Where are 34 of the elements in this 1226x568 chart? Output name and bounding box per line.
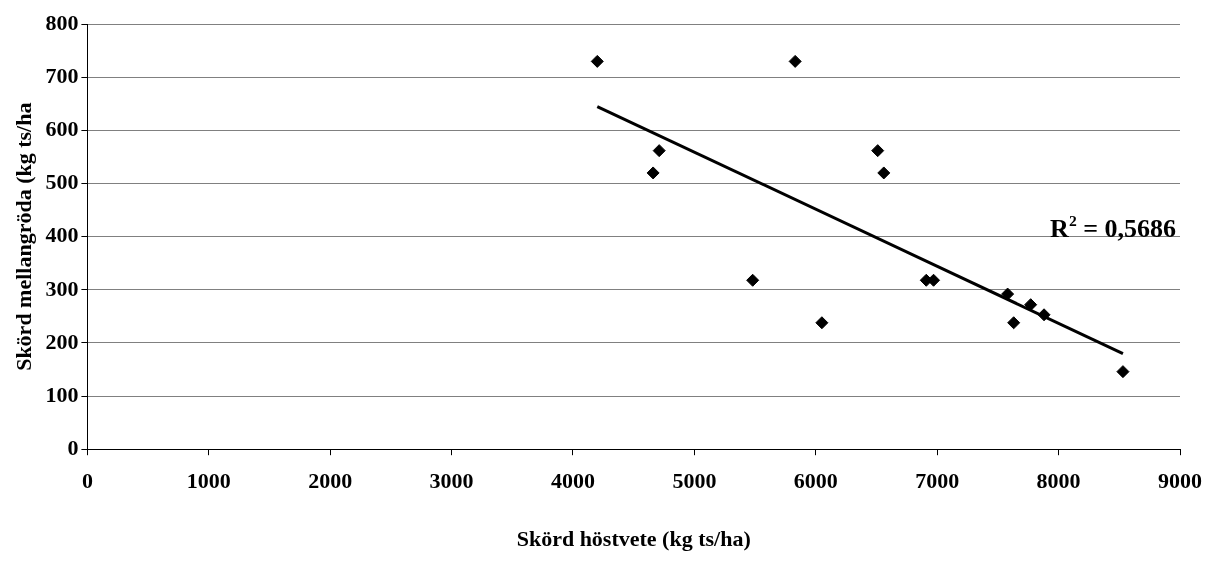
x-tick-label: 1000 — [186, 468, 231, 494]
y-tick-label: 800 — [45, 9, 79, 35]
point — [927, 273, 941, 287]
y-tick-label: 100 — [45, 381, 79, 407]
y-tick-label: 400 — [45, 222, 79, 248]
point — [1024, 298, 1038, 312]
point — [788, 54, 802, 68]
point — [815, 316, 829, 330]
x-tick-label: 8000 — [1036, 468, 1081, 494]
y-tick-label: 300 — [45, 275, 79, 301]
point — [652, 144, 666, 158]
x-tick-label: 7000 — [915, 468, 960, 494]
point — [871, 144, 885, 158]
x-tick-label: 2000 — [308, 468, 353, 494]
point — [1001, 287, 1015, 301]
y-axis-title: Skörd mellangröda (kg ts/ha — [10, 102, 36, 371]
x-axis-title: Skörd höstvete (kg ts/ha) — [516, 526, 751, 552]
y-tick-label: 500 — [45, 169, 79, 195]
x-tick-label: 5000 — [672, 468, 717, 494]
x-tick-label: 6000 — [793, 468, 838, 494]
y-tick-label: 600 — [45, 116, 79, 142]
point — [1116, 365, 1130, 379]
x-tick-label: 3000 — [429, 468, 474, 494]
point — [1007, 316, 1021, 330]
y-tick-label: 0 — [67, 434, 79, 460]
point — [590, 54, 604, 68]
x-tick-label: 4000 — [551, 468, 595, 494]
point — [646, 166, 660, 180]
y-tick-label: 200 — [45, 328, 79, 354]
x-tick-label: 9000 — [1158, 468, 1202, 494]
y-tick-label: 700 — [45, 63, 79, 89]
point — [746, 273, 760, 287]
point — [1037, 308, 1051, 322]
point — [877, 166, 891, 180]
